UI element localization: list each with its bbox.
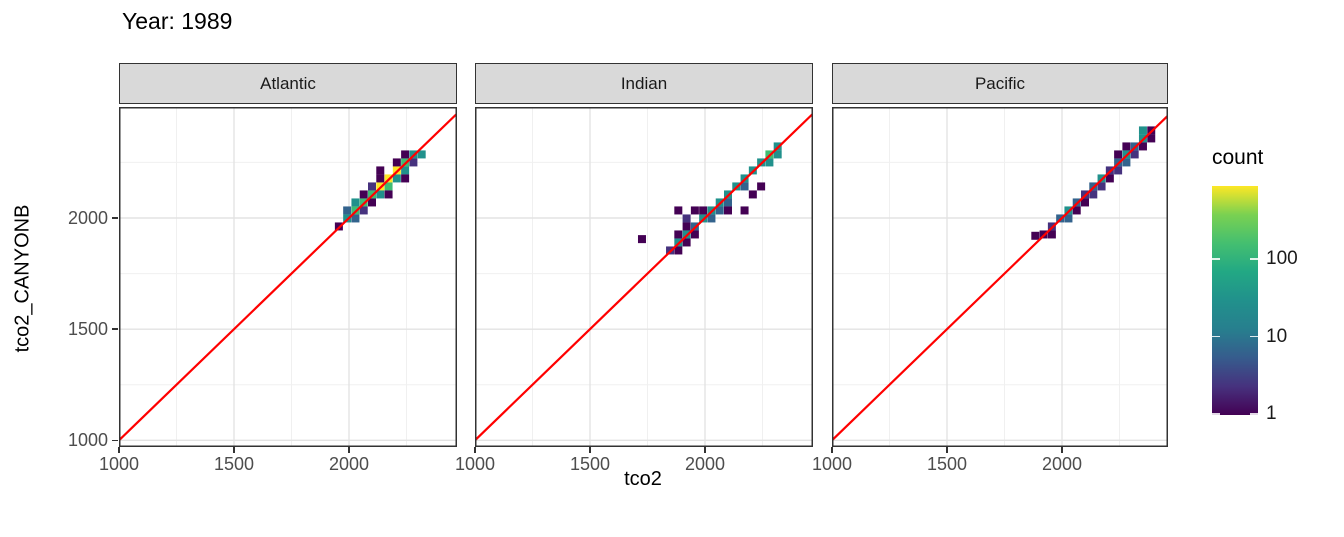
colorbar-tick-label: 10 (1266, 325, 1288, 347)
colorbar-tick (1212, 413, 1220, 415)
colorbar-tick (1250, 413, 1258, 415)
x-tick-mark (233, 447, 235, 453)
facet-strip-indian: Indian (475, 63, 813, 104)
colorbar-tick-label: 1 (1266, 403, 1277, 424)
plot-title: Year: 1989 (122, 8, 233, 34)
x-tick-label: 1500 (569, 454, 611, 474)
x-tick-mark (589, 447, 591, 453)
panel-border (119, 107, 457, 447)
grid-major (832, 107, 1168, 447)
colorbar-tick (1212, 258, 1220, 260)
y-tick-label: 2000 (67, 208, 108, 228)
y-axis-title: tco2_CANYONB (11, 204, 34, 353)
panel-border (475, 107, 813, 447)
x-tick-label: 1000 (98, 454, 140, 474)
grid-major (119, 107, 457, 447)
x-tick-label: 1000 (811, 454, 853, 474)
y-tick-mark (112, 217, 118, 219)
facet-panel-indian (475, 107, 813, 447)
x-tick-mark (118, 447, 120, 453)
colorbar-tick (1212, 335, 1220, 338)
x-axis-title: tco2 (624, 468, 662, 490)
facet-panel-atlantic (119, 107, 457, 447)
x-tick-label: 2000 (684, 454, 726, 474)
y-tick-label: 1000 (67, 430, 108, 451)
x-tick-mark (946, 447, 948, 453)
x-tick-label: 1000 (454, 454, 496, 474)
legend-title: count (1212, 146, 1264, 169)
x-tick-label: 1500 (213, 454, 255, 474)
x-tick-mark (831, 447, 833, 453)
identity-line (832, 114, 1168, 442)
y-tick-mark (112, 439, 118, 442)
colorbar-tick-label: 100 (1266, 248, 1298, 270)
x-tick-mark (474, 447, 476, 453)
identity-line (475, 112, 813, 442)
x-tick-label: 2000 (328, 454, 370, 474)
x-tick-mark (1061, 447, 1063, 453)
panel-border (832, 107, 1168, 447)
x-tick-mark (704, 447, 706, 453)
y-tick-label: 1500 (67, 319, 108, 340)
facet-strip-pacific: Pacific (832, 63, 1168, 104)
colorbar-tick (1250, 258, 1258, 260)
facet-strip-atlantic: Atlantic (119, 63, 457, 104)
legend-colorbar (1212, 186, 1258, 415)
x-tick-label: 2000 (1041, 454, 1083, 474)
facet-panel-pacific (832, 107, 1168, 447)
x-tick-mark (348, 447, 350, 453)
x-tick-label: 1500 (926, 454, 968, 474)
identity-line (119, 112, 457, 442)
y-tick-mark (112, 328, 118, 330)
grid-major (475, 107, 813, 447)
colorbar-tick (1250, 335, 1258, 338)
